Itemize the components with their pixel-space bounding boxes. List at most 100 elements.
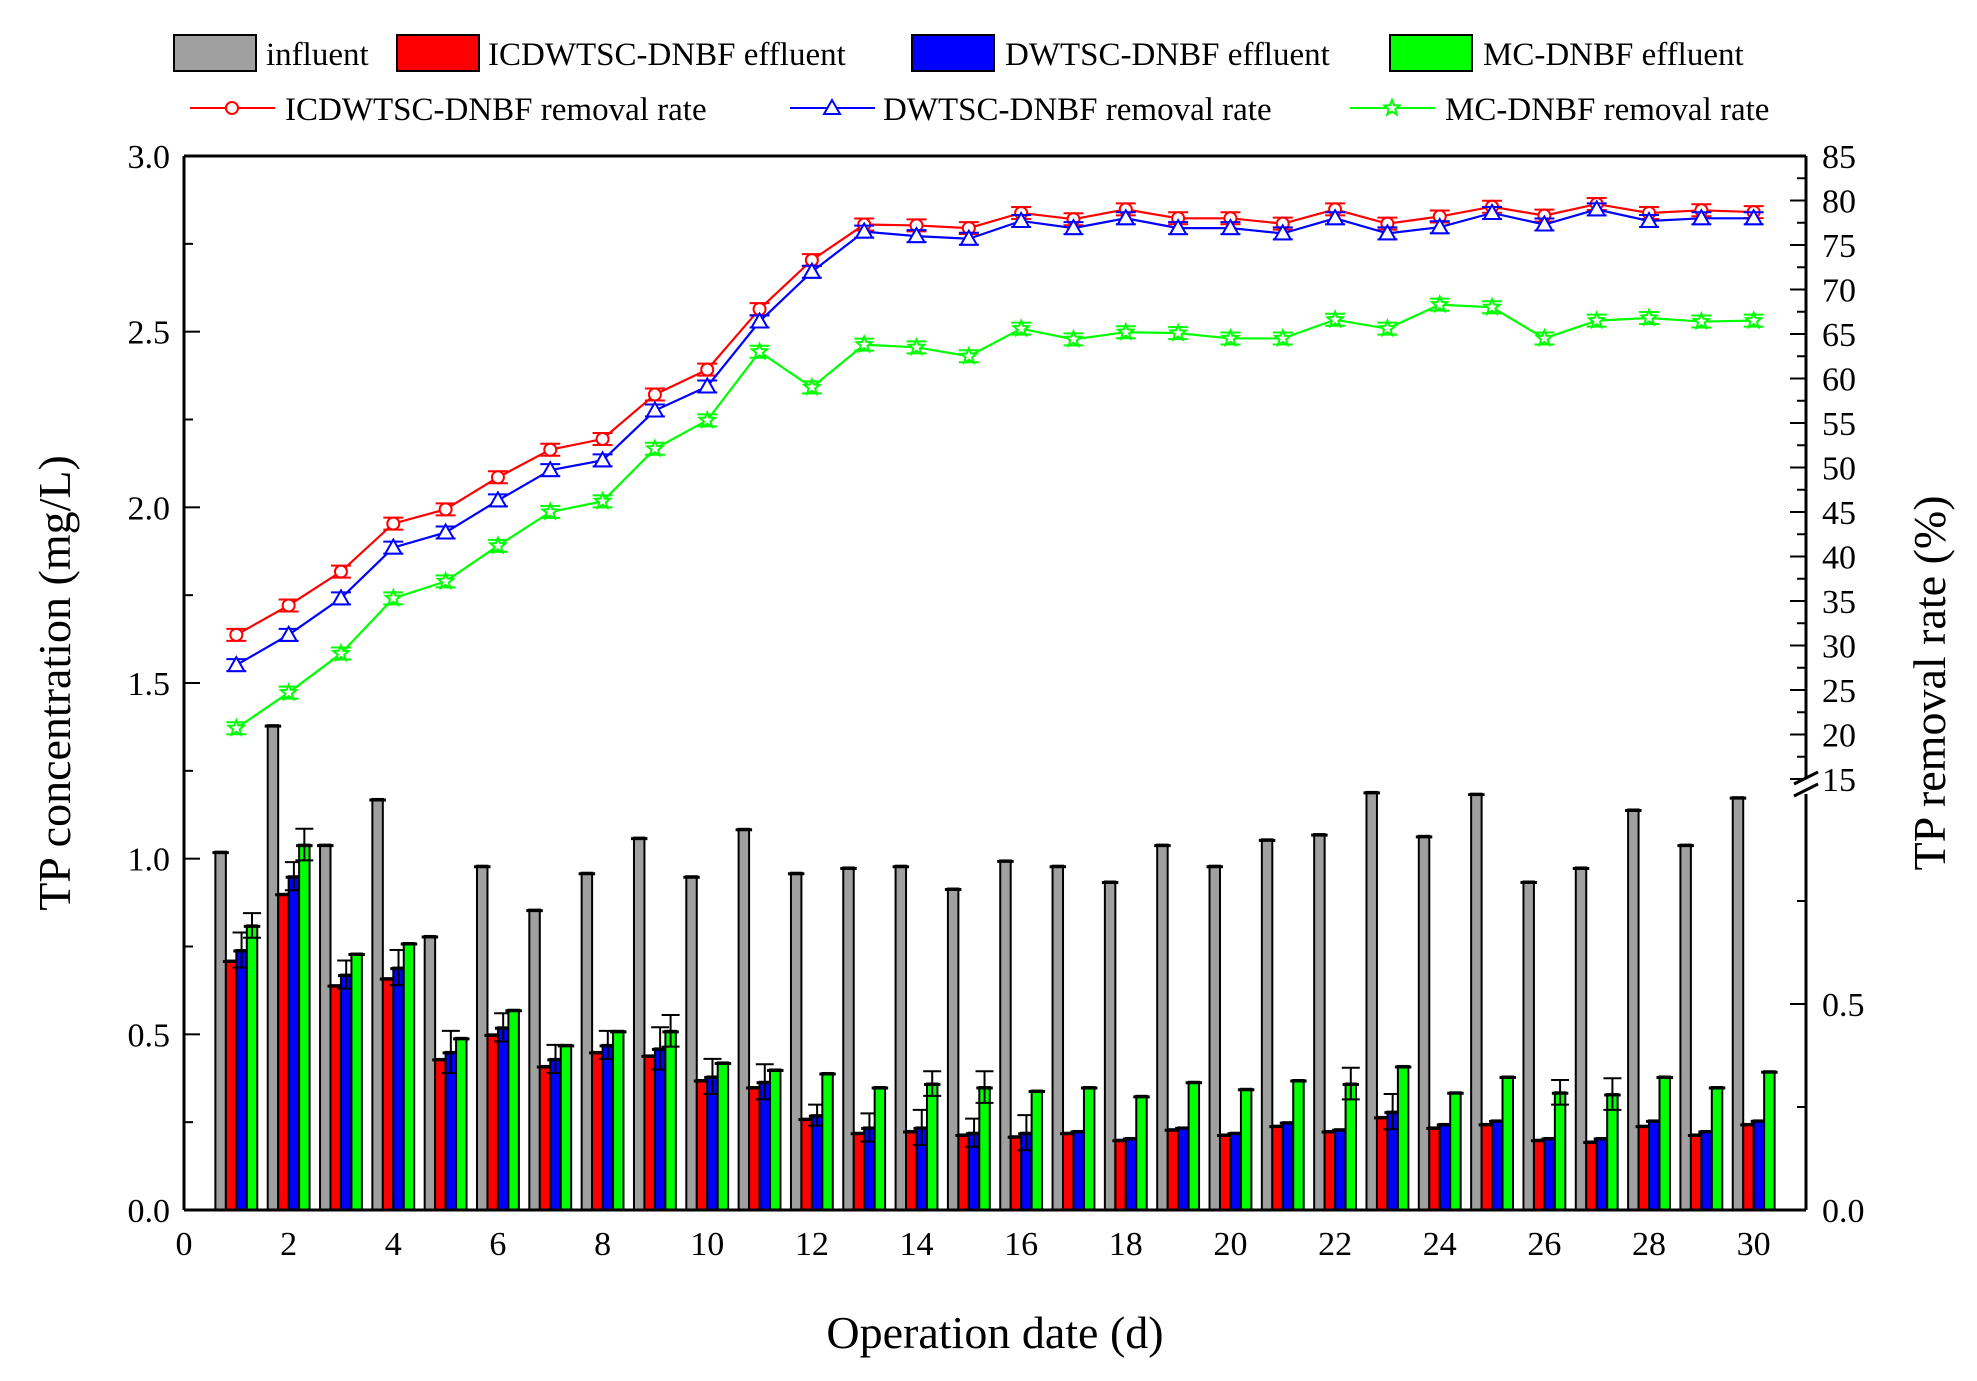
bar [800, 1117, 813, 1211]
data-point [1691, 208, 1712, 226]
bar [1072, 1129, 1085, 1211]
data-point [644, 438, 666, 458]
bar [1365, 790, 1378, 1211]
data-point [435, 570, 456, 591]
bar [1292, 1079, 1305, 1212]
bar [277, 892, 290, 1211]
data-point [854, 221, 874, 239]
legend-label: ICDWTSC-DNBF removal rate [285, 92, 707, 128]
x-tick-label: 4 [385, 1226, 402, 1263]
data-point [331, 588, 351, 606]
lines [226, 197, 1764, 737]
bar [1417, 834, 1431, 1212]
data-point [1482, 202, 1502, 220]
y-tick-label: 0.0 [128, 1193, 171, 1230]
bar [1679, 843, 1692, 1211]
bar [1281, 1121, 1295, 1211]
legend-swatch [1389, 34, 1473, 72]
bar [1648, 1119, 1661, 1212]
bar [549, 1057, 562, 1211]
y2-axis-title: TP removal rate (%) [1904, 495, 1955, 870]
data-point [1272, 327, 1293, 348]
data-point [1638, 307, 1660, 327]
bar [476, 864, 489, 1212]
data-point [1743, 309, 1764, 330]
data-point [749, 341, 770, 361]
bar [1501, 1075, 1514, 1211]
data-point [1063, 218, 1084, 236]
data-point [540, 460, 560, 478]
bar [423, 934, 437, 1212]
bar [1271, 1124, 1284, 1212]
bar [224, 959, 238, 1212]
bar [1553, 1091, 1567, 1212]
bar [695, 1079, 709, 1212]
y-tick-label: 2.5 [128, 315, 171, 352]
bar [748, 1086, 761, 1211]
bar [1491, 1119, 1504, 1212]
legend-label: ICDWTSC-DNBF effluent [488, 37, 846, 73]
bar [905, 1129, 918, 1211]
bar [444, 1050, 458, 1212]
legend-label: DWTSC-DNBF effluent [1005, 37, 1330, 73]
bar [1574, 866, 1588, 1211]
bar [1700, 1129, 1713, 1211]
y2-tick-label: 75 [1822, 228, 1856, 265]
bar [1689, 1133, 1703, 1212]
data-point [645, 400, 665, 418]
data-point [278, 624, 299, 642]
data-point [1220, 327, 1241, 348]
data-point [1063, 328, 1084, 348]
bar [1522, 880, 1535, 1212]
bar [455, 1036, 468, 1212]
bar [339, 973, 353, 1212]
bar [1334, 1128, 1347, 1212]
bar [758, 1080, 772, 1211]
legend-marker [225, 101, 239, 115]
data-point [1220, 218, 1241, 236]
data-point [543, 442, 558, 457]
y-tick-label: 0.5 [128, 1017, 171, 1054]
data-point [1691, 310, 1712, 331]
y2-tick-label: 0.5 [1822, 987, 1865, 1024]
series-line [235, 208, 1754, 667]
bar [329, 984, 342, 1211]
data-point [1377, 223, 1398, 241]
bar [1313, 833, 1326, 1211]
y-axis-title: TP concentration (mg/L) [29, 455, 80, 911]
bar [925, 1082, 939, 1212]
y-tick-label: 3.0 [128, 139, 171, 176]
x-tick-label: 24 [1423, 1226, 1457, 1263]
bar [559, 1043, 573, 1211]
bar [1156, 843, 1169, 1211]
bar [319, 843, 332, 1211]
bar [1260, 838, 1274, 1211]
y-tick-label: 1.0 [128, 842, 171, 879]
data-point [278, 681, 299, 702]
data-point [906, 336, 927, 357]
data-point [1116, 208, 1136, 226]
data-point [383, 537, 404, 555]
data-point [749, 311, 770, 329]
bar [1062, 1131, 1075, 1211]
bar [601, 1043, 615, 1211]
y2-tick-label: 0.0 [1822, 1193, 1865, 1230]
x-tick-label: 0 [176, 1226, 193, 1263]
data-point [1115, 321, 1136, 341]
y2-tick-label: 55 [1822, 406, 1856, 443]
data-point [1325, 208, 1345, 226]
series-line [235, 303, 1754, 730]
y2-tick-label: 80 [1822, 184, 1856, 221]
bar [1585, 1140, 1598, 1211]
bar [821, 1071, 834, 1211]
bar [999, 859, 1012, 1211]
legend-label: DWTSC-DNBF removal rate [883, 92, 1272, 128]
bar [842, 866, 855, 1211]
x-tick-label: 16 [1004, 1226, 1038, 1263]
bar [1428, 1126, 1441, 1211]
data-point [540, 501, 561, 521]
bar [266, 724, 280, 1211]
data-point [435, 522, 456, 540]
bar [538, 1064, 552, 1212]
bar [1323, 1129, 1337, 1211]
